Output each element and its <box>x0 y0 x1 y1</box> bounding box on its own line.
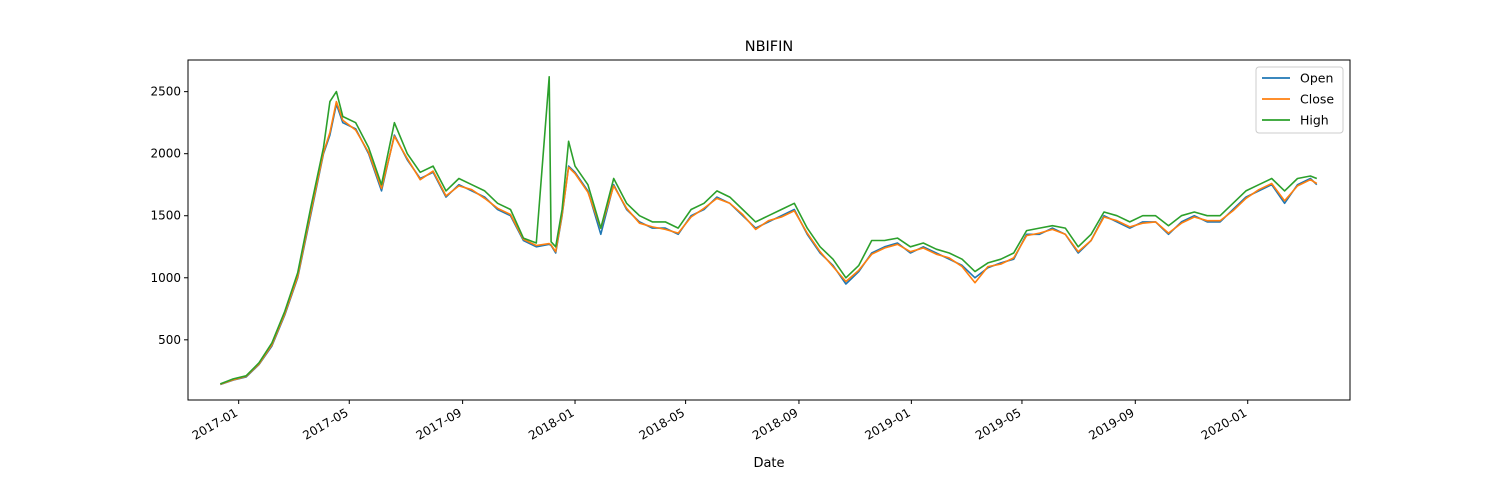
series-layer <box>220 76 1318 386</box>
y-tick-label: 2000 <box>150 147 181 161</box>
plot-frame <box>187 59 1351 401</box>
series-line-high <box>220 76 1318 385</box>
y-tick-label: 1000 <box>150 271 181 285</box>
y-tick-label: 500 <box>158 333 181 347</box>
series-line-close <box>220 100 1318 385</box>
y-tick-label: 1500 <box>150 209 181 223</box>
legend-label-close: Close <box>1300 92 1334 107</box>
y-tick-label: 2500 <box>150 85 181 99</box>
chart-title: NBIFIN <box>745 39 794 55</box>
legend-label-high: High <box>1300 113 1329 128</box>
legend-label-open: Open <box>1300 71 1333 86</box>
plot-area <box>188 60 1350 400</box>
x-axis-label: Date <box>753 456 784 471</box>
legend-box <box>1255 66 1344 134</box>
y-axis: 500 1000 1500 2000 2500 <box>150 85 188 347</box>
legend: Open Close High <box>1255 66 1344 134</box>
